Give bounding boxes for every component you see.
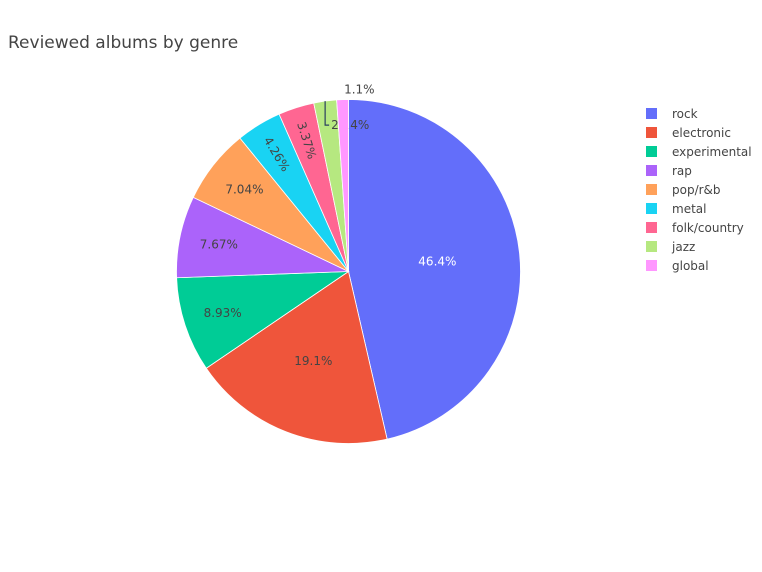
legend-swatch [646,184,657,195]
slice-label-pop-r-b: 7.04% [225,183,263,197]
legend-label: rap [672,163,692,178]
legend-swatch [646,127,657,138]
legend-swatch [646,203,657,214]
legend-item-rap[interactable]: rap [646,161,752,180]
legend-swatch [646,165,657,176]
legend-label: global [672,258,709,273]
legend-label: folk/country [672,220,744,235]
pie-slice-rock[interactable] [348,99,521,440]
pie-slice-electronic[interactable] [205,270,388,444]
legend-label: rock [672,106,698,121]
legend-item-electronic[interactable]: electronic [646,123,752,142]
slice-label-rock: 46.4% [418,254,456,268]
legend-label: electronic [672,125,731,140]
legend: rock electronic experimental rap pop/r&b meta… [646,104,752,275]
leader-line-jazz [324,101,330,126]
legend-swatch [646,146,657,157]
legend-swatch [646,222,657,233]
legend-item-pop-r-b[interactable]: pop/r&b [646,180,752,199]
chart-title: Reviewed albums by genre [8,33,239,53]
legend-item-rock[interactable]: rock [646,104,752,123]
legend-swatch [646,260,657,271]
slice-label-rap: 7.67% [200,238,238,252]
slice-label-jazz: 2.14% [331,118,369,132]
legend-item-jazz[interactable]: jazz [646,237,752,256]
slice-label-experimental: 8.93% [204,306,242,320]
pie-slice-global[interactable] [336,99,349,272]
legend-label: pop/r&b [672,182,721,197]
slice-label-electronic: 19.1% [294,354,332,368]
legend-swatch [646,108,657,119]
legend-item-metal[interactable]: metal [646,199,752,218]
legend-item-folk-country[interactable]: folk/country [646,218,752,237]
legend-label: metal [672,201,707,216]
slice-label-global: 1.1% [344,83,375,97]
legend-item-experimental[interactable]: experimental [646,142,752,161]
legend-item-global[interactable]: global [646,256,752,275]
legend-swatch [646,241,657,252]
legend-label: jazz [672,239,696,254]
pie-slice-experimental[interactable] [176,271,350,369]
legend-label: experimental [672,144,752,159]
